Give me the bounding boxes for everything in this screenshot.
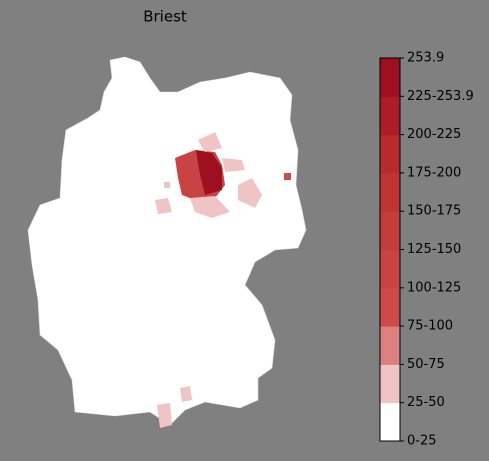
colorbar-label: 253.9 (407, 51, 444, 66)
region-highest (196, 150, 222, 195)
colorbar-label: 100-125 (407, 280, 461, 295)
colorbar-band (380, 211, 400, 250)
country-outline (27, 56, 307, 426)
colorbar-label: 125-150 (407, 242, 461, 257)
colorbar-band (380, 249, 400, 289)
colorbar-band (380, 172, 400, 212)
colorbar-label: 50-75 (407, 357, 445, 372)
colorbar-label: 225-253.9 (407, 89, 474, 104)
region-low (164, 182, 170, 188)
colorbar-band (380, 134, 400, 174)
region-low (190, 196, 230, 218)
map-title: Briest (143, 8, 187, 26)
colorbar-label: 25-50 (407, 395, 445, 410)
colorbar-label: 150-175 (407, 204, 461, 219)
colorbar-band (380, 326, 400, 365)
region-low (198, 132, 222, 152)
region-low (238, 178, 262, 208)
germany-map (27, 56, 307, 428)
colorbar-label: 75-100 (407, 319, 453, 334)
region-low (222, 158, 245, 172)
region-low (180, 386, 192, 402)
region-low (155, 198, 172, 214)
colorbar-band (380, 364, 400, 404)
colorbar-label: 175-200 (407, 165, 461, 180)
region-low (157, 403, 172, 428)
colorbar-band (380, 287, 400, 327)
colorbar-band (380, 96, 400, 136)
colorbar: 0-25 25-50 50-75 75-100 100-125 125-150 150-17… (379, 51, 474, 449)
colorbar-label: 0-25 (407, 434, 437, 449)
region-mid (284, 173, 291, 180)
colorbar-band (380, 58, 400, 97)
colorbar-label: 200-225 (407, 127, 461, 142)
colorbar-band (380, 402, 400, 442)
